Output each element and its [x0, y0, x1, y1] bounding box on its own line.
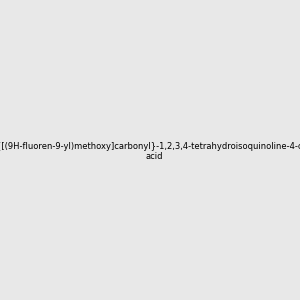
- Text: (4R)-2-{[(9H-fluoren-9-yl)methoxy]carbonyl}-1,2,3,4-tetrahydroisoquinoline-4-car: (4R)-2-{[(9H-fluoren-9-yl)methoxy]carbon…: [0, 142, 300, 161]
